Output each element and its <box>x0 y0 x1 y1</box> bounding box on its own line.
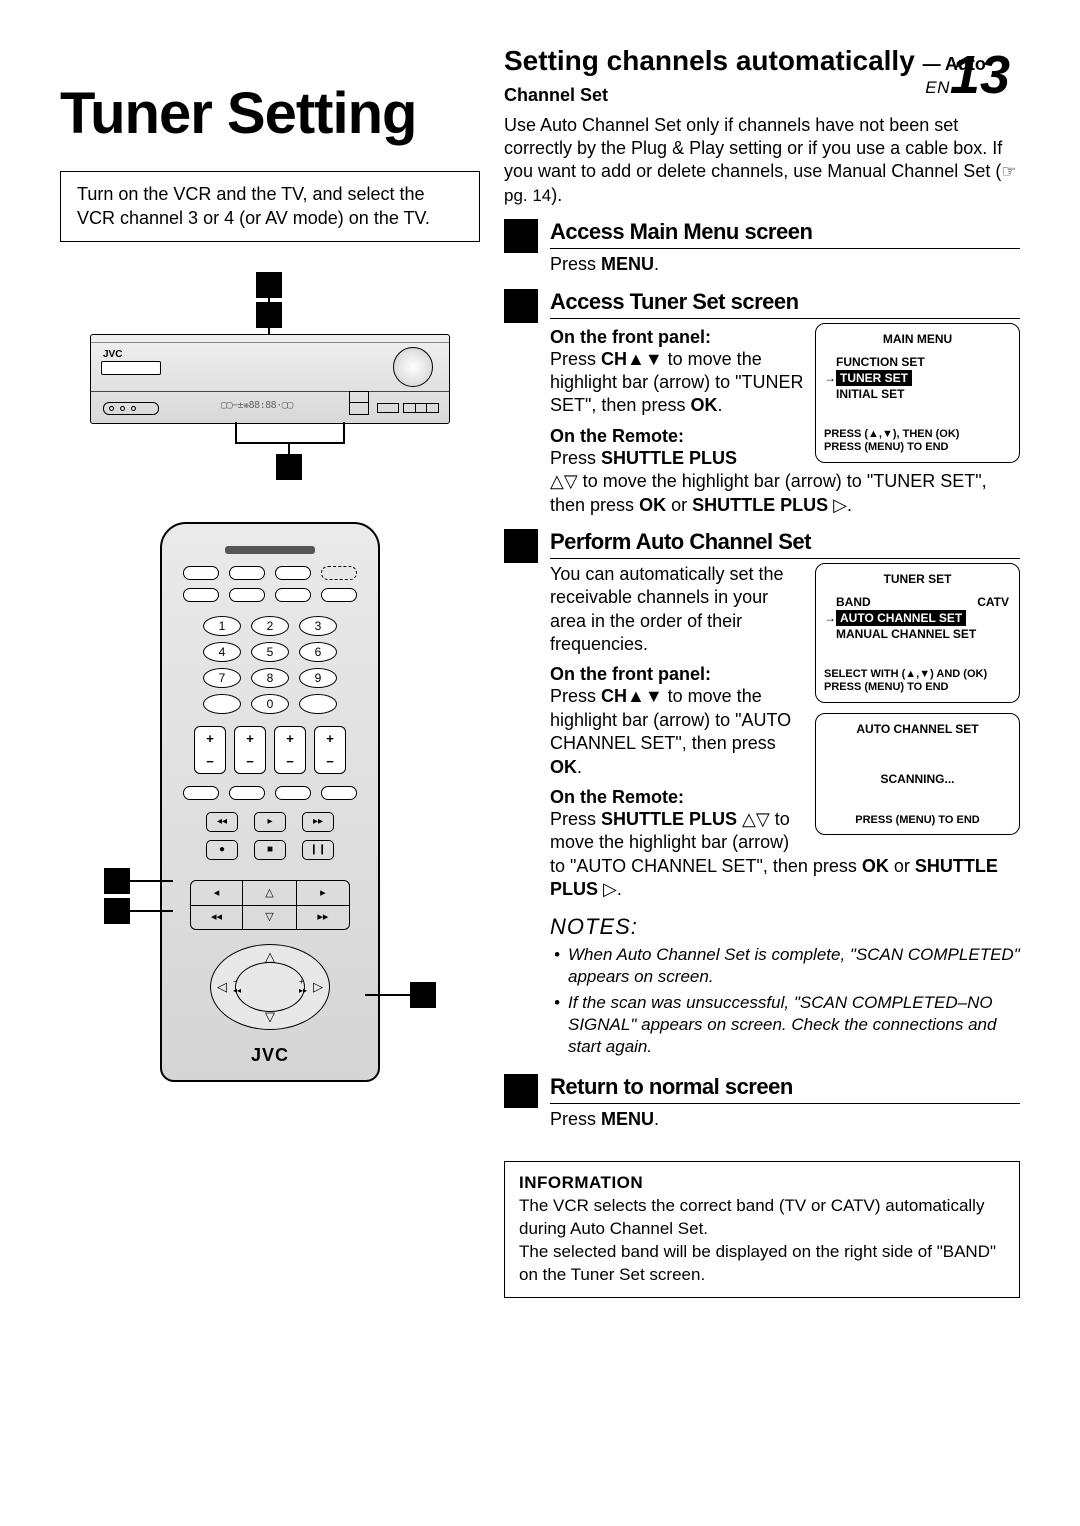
notes-heading: NOTES: <box>550 914 1020 940</box>
info-line-1: The VCR selects the correct band (TV or … <box>519 1195 1005 1241</box>
step3-heading: Perform Auto Channel Set <box>550 529 1020 559</box>
step-marker-2 <box>504 289 538 323</box>
step2-below-text: △▽ to move the highlight bar (arrow) to … <box>550 470 1020 517</box>
vcr-display: ▢▢−±❋88:88·▢▢ <box>221 400 293 411</box>
tuner-menu-screen: TUNER SET BANDCATV →AUTO CHANNEL SET MAN… <box>815 563 1020 703</box>
vcr-brand: JVC <box>103 349 122 360</box>
step-marker-3 <box>504 529 538 563</box>
step4-heading: Return to normal screen <box>550 1074 1020 1104</box>
section-body: Use Auto Channel Set only if channels ha… <box>504 114 1020 208</box>
step-marker-4 <box>504 1074 538 1108</box>
step1-text: Press MENU. <box>550 253 1020 276</box>
step2-heading: Access Tuner Set screen <box>550 289 1020 319</box>
step4-text: Press MENU. <box>550 1108 1020 1131</box>
step1-heading: Access Main Menu screen <box>550 219 1020 249</box>
scan-menu-screen: AUTO CHANNEL SET SCANNING... PRESS (MENU… <box>815 713 1020 835</box>
page-num: 13 <box>950 45 1010 105</box>
note-2: If the scan was unsuccessful, "SCAN COMP… <box>554 992 1020 1058</box>
info-line-2: The selected band will be displayed on t… <box>519 1241 1005 1287</box>
main-menu-screen: MAIN MENU FUNCTION SET →TUNER SET INITIA… <box>815 323 1020 463</box>
step-marker-1 <box>504 219 538 253</box>
page-prefix: EN <box>925 78 950 97</box>
vcr-diagram: JVC ▢▢−±❋88:88·▢▢ <box>80 272 460 442</box>
intro-box: Turn on the VCR and the TV, and select t… <box>60 171 480 242</box>
remote-brand: JVC <box>162 1045 378 1066</box>
notes-list: When Auto Channel Set is complete, "SCAN… <box>554 944 1020 1058</box>
page-title: Tuner Setting <box>60 80 480 147</box>
remote-diagram: 123 456 789 0 +− +− +− +− ◂◂ ▸ ▸▸ ● <box>160 522 380 1082</box>
page-number: EN 13 <box>925 44 1010 106</box>
note-1: When Auto Channel Set is complete, "SCAN… <box>554 944 1020 988</box>
info-box: INFORMATION The VCR selects the correct … <box>504 1161 1020 1298</box>
section-heading: Setting channels automatically — Auto Ch… <box>504 45 986 107</box>
info-heading: INFORMATION <box>519 1172 1005 1195</box>
